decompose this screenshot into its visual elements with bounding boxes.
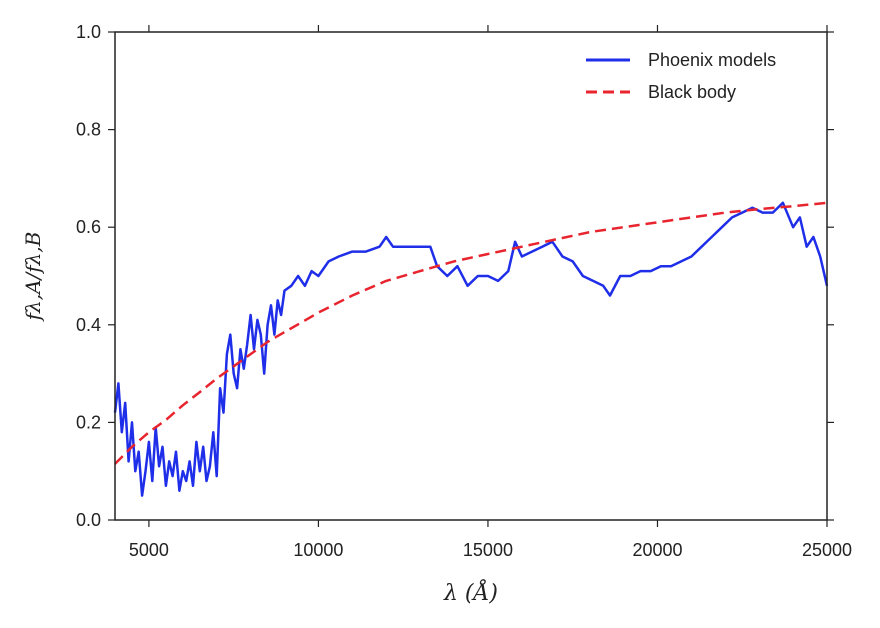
y-tick-label: 0.8 xyxy=(76,120,101,140)
y-tick-label: 0.4 xyxy=(76,315,101,335)
x-tick-label: 20000 xyxy=(632,540,682,560)
y-tick-label: 0.6 xyxy=(76,217,101,237)
x-axis-label: λ (Å) xyxy=(443,578,498,606)
legend-label-black-body: Black body xyxy=(648,82,736,102)
plot-background xyxy=(115,32,827,520)
legend: Phoenix models Black body xyxy=(586,50,776,102)
legend-label-phoenix-models: Phoenix models xyxy=(648,50,776,70)
y-tick-label: 1.0 xyxy=(76,22,101,42)
y-tick-label: 0.2 xyxy=(76,412,101,432)
y-tick-label: 0.0 xyxy=(76,510,101,530)
series-line-phoenix-models xyxy=(113,201,829,497)
x-tick-label: 25000 xyxy=(802,540,852,560)
plot-area: 5000 10000 15000 20000 25000 0.0 0.2 0.4 0.6 0.8 1… xyxy=(76,22,852,560)
plot-frame xyxy=(114,31,828,521)
x-tick-label: 15000 xyxy=(463,540,513,560)
series-layer xyxy=(113,201,829,497)
x-tick-label: 5000 xyxy=(129,540,169,560)
x-tick-label: 10000 xyxy=(293,540,343,560)
axis-ticks: 5000 10000 15000 20000 25000 0.0 0.2 0.4 0.6 0.8 1… xyxy=(76,22,852,560)
y-axis-label: fλ,A/fλ,B xyxy=(21,232,45,323)
series-line-black-body xyxy=(114,201,828,465)
